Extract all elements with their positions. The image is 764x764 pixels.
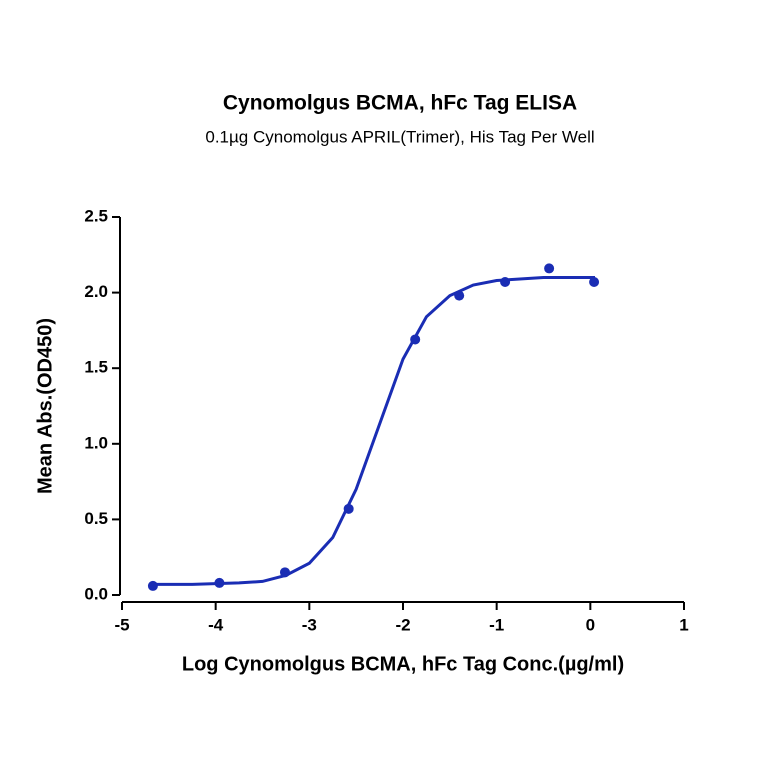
x-tick-label: 0	[586, 615, 595, 634]
fit-curve	[150, 275, 596, 586]
x-axis-label: Log Cynomolgus BCMA, hFc Tag Conc.(µg/ml…	[182, 653, 624, 675]
y-tick-label: 0.5	[84, 509, 108, 528]
x-tick-label: -5	[114, 615, 129, 634]
chart-subtitle: 0.1µg Cynomolgus APRIL(Trimer), His Tag …	[205, 127, 594, 146]
data-point	[544, 263, 555, 274]
data-point	[454, 290, 465, 301]
y-tick-label: 0.0	[84, 584, 108, 603]
x-tick-label: 1	[679, 615, 688, 634]
data-point	[500, 277, 511, 288]
chart-title: Cynomolgus BCMA, hFc Tag ELISA	[223, 92, 577, 115]
x-tick-label: -1	[489, 615, 504, 634]
y-tick-label: 2.5	[84, 206, 108, 225]
data-point	[279, 567, 290, 578]
x-tick-label: -2	[395, 615, 410, 634]
y-tick-label: 2.0	[84, 282, 108, 301]
y-tick-label: 1.0	[84, 433, 108, 452]
y-axis-label: Mean Abs.(OD450)	[34, 318, 56, 494]
data-point	[214, 577, 225, 588]
x-tick-label: -3	[302, 615, 317, 634]
data-point	[410, 334, 421, 345]
y-tick-label: 1.5	[84, 358, 108, 377]
data-point	[589, 277, 600, 288]
data-point	[147, 580, 158, 591]
data-point	[343, 503, 354, 514]
x-tick-label: -4	[208, 615, 224, 634]
